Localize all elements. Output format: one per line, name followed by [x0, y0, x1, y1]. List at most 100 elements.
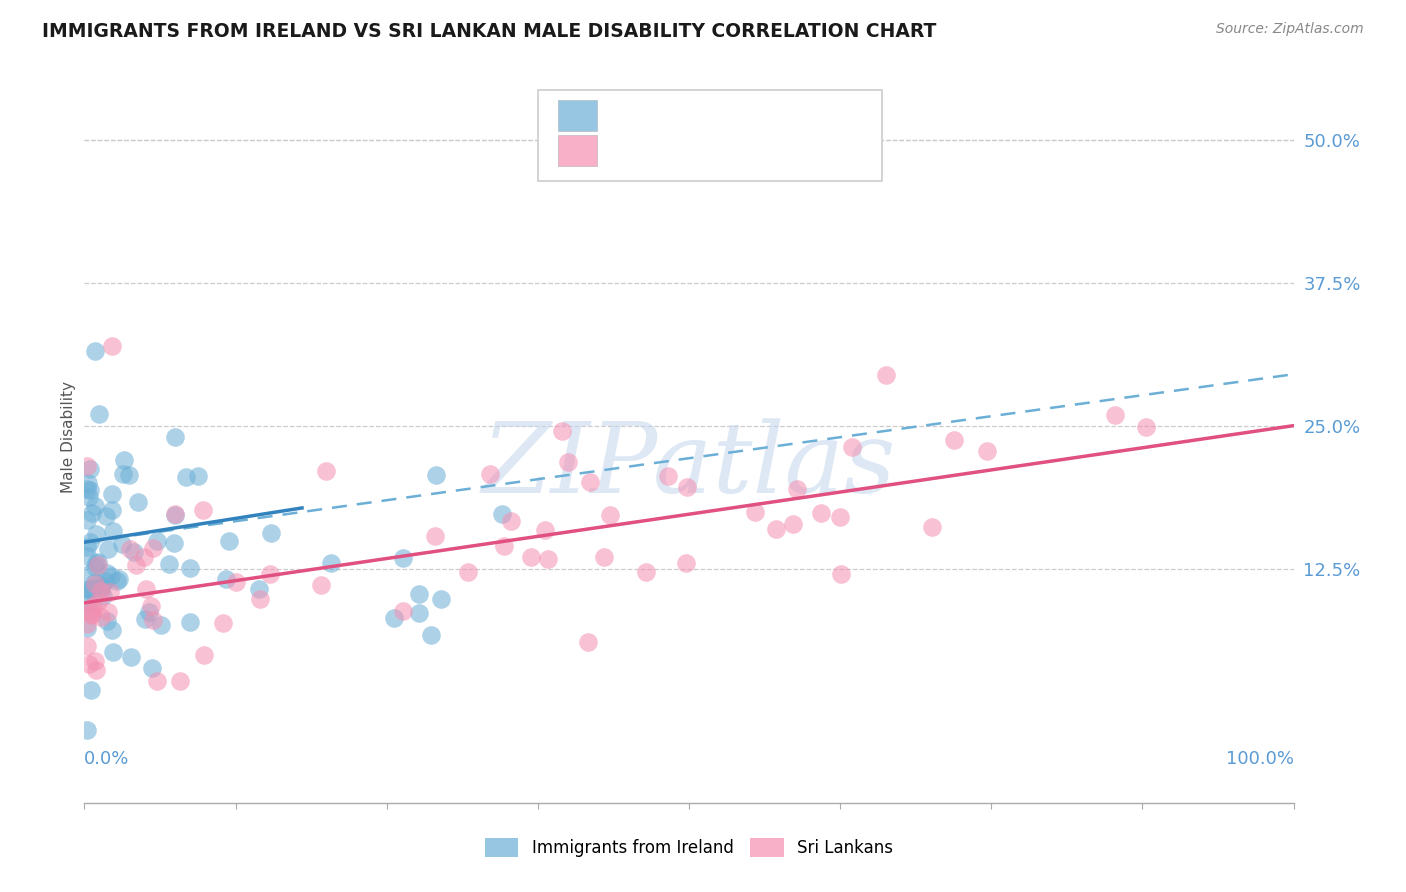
- Point: [537, 552, 560, 566]
- Point: [111, 467, 134, 482]
- Point: [150, 618, 173, 632]
- Point: [576, 635, 599, 649]
- Text: R = 0.083: R = 0.083: [612, 106, 702, 124]
- Text: R = 0.389: R = 0.389: [612, 141, 702, 160]
- Point: [80, 607, 103, 621]
- Point: [84, 343, 107, 358]
- Text: 100.0%: 100.0%: [1226, 750, 1294, 768]
- Point: [84, 527, 107, 541]
- Point: [875, 368, 897, 383]
- Point: [112, 453, 135, 467]
- Point: [260, 525, 283, 540]
- Point: [1104, 408, 1126, 422]
- Point: [311, 578, 333, 592]
- Point: [212, 615, 235, 630]
- Point: [83, 499, 105, 513]
- Point: [101, 645, 124, 659]
- Point: [146, 673, 169, 688]
- Point: [86, 558, 108, 572]
- Point: [179, 615, 201, 629]
- Point: [657, 469, 679, 483]
- Point: [676, 480, 699, 494]
- Point: [830, 510, 852, 524]
- Point: [218, 534, 240, 549]
- Point: [478, 467, 501, 482]
- Point: [97, 542, 120, 557]
- Point: [174, 469, 197, 483]
- Point: [169, 674, 191, 689]
- Point: [534, 523, 557, 537]
- Point: [141, 661, 163, 675]
- Point: [76, 621, 98, 635]
- Point: [124, 545, 146, 559]
- Point: [315, 464, 337, 478]
- Text: N = 77: N = 77: [737, 106, 799, 124]
- Point: [138, 605, 160, 619]
- Point: [90, 579, 112, 593]
- Point: [76, 597, 98, 611]
- Point: [132, 549, 155, 564]
- Point: [142, 613, 165, 627]
- Point: [76, 639, 98, 653]
- Point: [830, 566, 852, 581]
- Point: [76, 482, 98, 496]
- Point: [90, 610, 112, 624]
- Point: [77, 490, 100, 504]
- Point: [157, 557, 180, 571]
- Point: [82, 602, 104, 616]
- Point: [319, 556, 342, 570]
- Point: [98, 585, 121, 599]
- Point: [786, 482, 808, 496]
- Y-axis label: Male Disability: Male Disability: [60, 381, 76, 493]
- Text: ZIPatlas: ZIPatlas: [482, 418, 896, 514]
- Point: [84, 664, 107, 678]
- Point: [249, 592, 271, 607]
- Point: [408, 606, 430, 620]
- Point: [79, 582, 101, 596]
- Point: [76, 617, 98, 632]
- Point: [430, 591, 453, 606]
- Point: [782, 516, 804, 531]
- Point: [90, 581, 112, 595]
- Point: [392, 604, 415, 618]
- Point: [79, 462, 101, 476]
- Point: [79, 483, 101, 497]
- Point: [179, 560, 201, 574]
- Point: [247, 582, 270, 597]
- Point: [76, 458, 98, 473]
- Point: [186, 468, 208, 483]
- Point: [83, 559, 105, 574]
- Point: [79, 682, 101, 697]
- Point: [76, 514, 98, 528]
- Point: [84, 576, 107, 591]
- Point: [163, 507, 186, 521]
- Point: [214, 572, 236, 586]
- Point: [80, 606, 103, 620]
- Point: [1135, 419, 1157, 434]
- Point: [87, 555, 110, 569]
- Point: [118, 467, 141, 482]
- Point: [101, 486, 124, 500]
- Point: [80, 506, 103, 520]
- Point: [96, 614, 118, 628]
- Point: [976, 444, 998, 458]
- Point: [810, 506, 832, 520]
- Point: [101, 624, 124, 638]
- Point: [141, 599, 163, 614]
- Point: [105, 574, 128, 588]
- Point: [76, 582, 98, 597]
- Point: [100, 569, 122, 583]
- Point: [87, 407, 110, 421]
- Point: [636, 565, 658, 579]
- Point: [457, 566, 479, 580]
- Point: [425, 529, 447, 543]
- Point: [100, 338, 122, 352]
- Point: [77, 657, 100, 671]
- Point: [80, 582, 103, 597]
- Point: [841, 440, 863, 454]
- Point: [744, 505, 766, 519]
- Point: [165, 508, 187, 522]
- FancyBboxPatch shape: [538, 90, 883, 181]
- Point: [83, 654, 105, 668]
- Point: [84, 575, 107, 590]
